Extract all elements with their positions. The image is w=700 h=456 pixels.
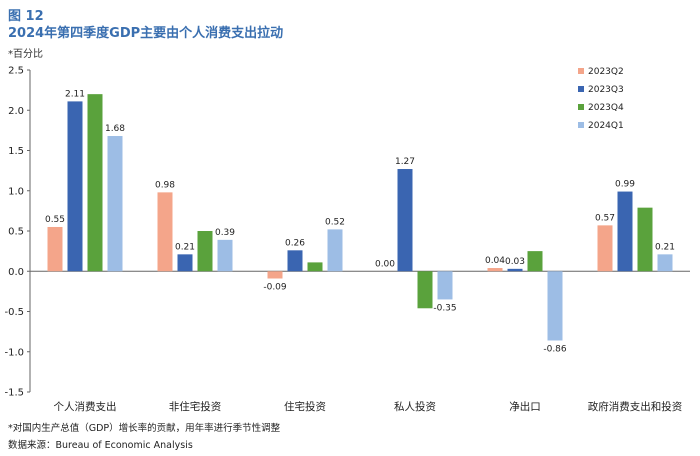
data-label: -0.35 xyxy=(433,303,456,313)
figure-label: 图 12 xyxy=(8,9,44,24)
bar xyxy=(657,254,673,272)
legend-entry: 2023Q3 xyxy=(588,85,624,95)
bar xyxy=(597,225,613,272)
bar xyxy=(287,250,303,272)
legend-entry: 2023Q4 xyxy=(588,103,624,113)
bar xyxy=(547,271,563,341)
y-tick-label: 2.5 xyxy=(8,66,24,77)
bar xyxy=(307,262,323,272)
data-label: 0.04 xyxy=(485,256,505,266)
bar xyxy=(87,94,103,272)
data-label: 0.21 xyxy=(655,242,675,252)
y-tick-label: 0.5 xyxy=(8,227,24,238)
bar xyxy=(67,101,83,272)
bar xyxy=(437,271,453,300)
data-label: 0.57 xyxy=(595,213,615,223)
bar xyxy=(637,207,653,272)
data-label: 0.26 xyxy=(285,238,305,248)
data-label: 2.11 xyxy=(65,89,85,99)
y-tick-label: -1.0 xyxy=(4,347,24,358)
x-tick-label: 住宅投资 xyxy=(284,400,326,413)
bar xyxy=(487,268,503,272)
legend-swatch xyxy=(578,122,584,128)
bar xyxy=(397,169,413,272)
bar xyxy=(417,271,433,309)
data-label: -0.09 xyxy=(263,282,287,292)
bar xyxy=(527,251,543,272)
legend-swatch xyxy=(578,86,584,92)
data-label: 1.27 xyxy=(395,157,415,167)
bar xyxy=(267,271,283,279)
data-label: 1.68 xyxy=(105,124,125,134)
data-label: 0.98 xyxy=(155,180,175,190)
legend-swatch xyxy=(578,104,584,110)
bar xyxy=(507,268,523,272)
y-tick-label: 2.0 xyxy=(8,106,24,117)
data-label: 0.99 xyxy=(615,180,635,190)
data-label: 0.00 xyxy=(375,259,395,269)
bar xyxy=(197,231,213,272)
x-tick-label: 非住宅投资 xyxy=(169,400,222,413)
y-tick-label: 1.5 xyxy=(8,146,24,157)
bar xyxy=(617,191,633,272)
data-label: 0.39 xyxy=(215,228,235,238)
unit-label: *百分比 xyxy=(8,49,43,60)
y-tick-label: -0.5 xyxy=(4,307,24,318)
y-tick-label: -1.5 xyxy=(4,388,24,399)
bar xyxy=(47,226,63,272)
bar xyxy=(177,254,193,272)
bar xyxy=(157,192,173,272)
bar xyxy=(217,239,233,272)
data-label: 0.52 xyxy=(325,217,345,227)
bar xyxy=(327,229,343,272)
footnote: *对国内生产总值（GDP）增长率的贡献，用年率进行季节性调整 xyxy=(8,423,281,434)
data-label: 0.03 xyxy=(505,257,525,267)
legend-swatch xyxy=(578,68,584,74)
x-tick-label: 个人消费支出 xyxy=(54,400,117,413)
x-tick-label: 净出口 xyxy=(509,400,541,413)
chart-title: 2024年第四季度GDP主要由个人消费支出拉动 xyxy=(8,26,284,41)
data-label: 0.55 xyxy=(45,215,65,225)
data-label: -0.86 xyxy=(543,344,567,354)
legend-entry: 2023Q2 xyxy=(588,67,624,77)
data-source: 数据来源：Bureau of Economic Analysis xyxy=(8,440,193,451)
y-tick-label: 0.0 xyxy=(8,267,24,278)
bar xyxy=(107,136,123,272)
data-label: 0.21 xyxy=(175,242,195,252)
x-tick-label: 私人投资 xyxy=(394,400,436,413)
legend-entry: 2024Q1 xyxy=(588,121,624,131)
y-tick-label: 1.0 xyxy=(8,186,24,197)
x-tick-label: 政府消费支出和投资 xyxy=(588,400,683,413)
bar-chart: 2.5 2.0 1.5 1.0 0.5 0.0 -0.5 -1.0 -1.5 0.55 2.11 1.… xyxy=(4,66,690,413)
